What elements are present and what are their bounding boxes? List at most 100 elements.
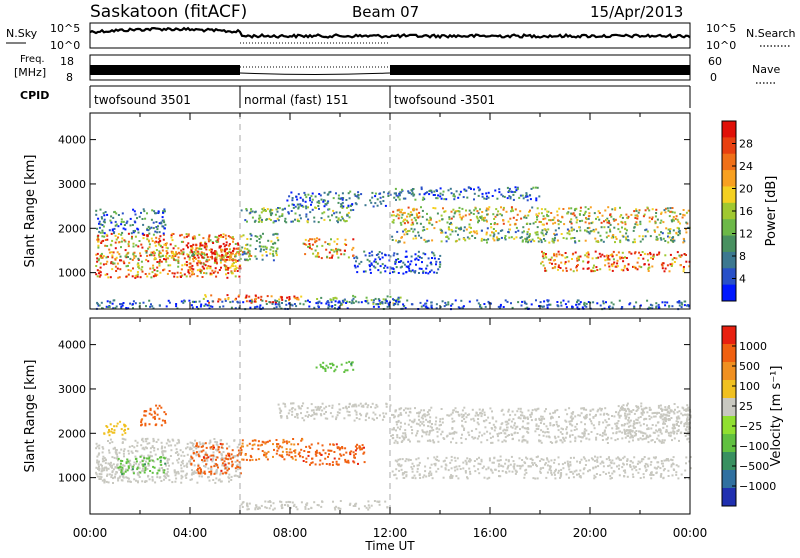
colorbar-swatch [722, 380, 736, 399]
scatter-region [615, 403, 692, 435]
freq-right-tick-bottom: 0 [710, 71, 717, 84]
scatter-region [241, 206, 355, 223]
scatter-region [391, 206, 690, 226]
freq-left-unit: [MHz] [14, 66, 46, 79]
scatter-region [303, 237, 355, 259]
x-tick-label: 04:00 [173, 526, 208, 540]
colorbar-swatch [722, 452, 736, 471]
scatter-region [286, 191, 391, 208]
noise-right-tick-bottom: 10^0 [706, 39, 736, 52]
freq-band-1 [90, 65, 240, 75]
noise-left-label: N.Sky [6, 27, 38, 40]
noise-sky-trace [90, 28, 690, 43]
freq-right-tick-top: 60 [708, 55, 722, 68]
scatter-region [103, 421, 129, 436]
colorbar-tick-label: −500 [739, 460, 769, 473]
x-tick-label: 00:00 [673, 526, 708, 540]
y-tick-label: 1000 [58, 267, 86, 280]
x-tick-label: 00:00 [73, 526, 108, 540]
y-tick-label: 4000 [58, 339, 86, 352]
colorbar-swatch [722, 268, 736, 285]
scatter-region [95, 208, 166, 234]
x-tick-label: 16:00 [473, 526, 508, 540]
noise-line [90, 28, 690, 37]
colorbar-swatch [722, 137, 736, 154]
cpid-segment: twofsound -3501 [390, 86, 495, 108]
colorbar-swatch [722, 488, 736, 507]
x-tick-label: 20:00 [573, 526, 608, 540]
cpid-segment: normal (fast) 151 [240, 86, 348, 108]
scatter-region [240, 233, 279, 261]
freq-left-tick-top: 18 [60, 55, 74, 68]
cpid-segment: twofsound 3501 [90, 86, 191, 108]
x-tick-label: 12:00 [373, 526, 408, 540]
scatter-region [393, 186, 540, 201]
x-tick-label: 08:00 [273, 526, 308, 540]
scatter-region [391, 226, 691, 244]
colorbar-swatch [722, 416, 736, 435]
colorbar-tick-label: 8 [739, 250, 746, 263]
y-tick-label: 3000 [58, 383, 86, 396]
colorbar-swatch [722, 285, 736, 302]
cpid-segment-label: twofsound -3501 [394, 93, 495, 107]
velocity-ylabel: Slant Range [km] [23, 360, 38, 473]
scatter-region [316, 361, 355, 373]
y-tick-label: 3000 [58, 178, 86, 191]
y-tick-label: 4000 [58, 134, 86, 147]
scatter-region [540, 251, 691, 273]
date-title: 15/Apr/2013 [590, 3, 683, 21]
power-cells [95, 113, 691, 310]
colorbar-tick-label: −1000 [739, 480, 776, 493]
colorbar-swatch [722, 434, 736, 453]
scatter-region [96, 299, 690, 310]
freq-trace [90, 65, 690, 75]
scatter-region [278, 402, 392, 421]
colorbar-swatch [722, 170, 736, 187]
beam-title: Beam 07 [352, 3, 419, 21]
noise-left-tick-bottom: 10^0 [50, 39, 80, 52]
velocity-cells [95, 318, 692, 514]
scatter-region [392, 456, 692, 480]
noise-right-label: N.Search [746, 27, 796, 40]
colorbar-tick-label: 12 [739, 228, 753, 241]
scatter-region [140, 405, 167, 427]
x-axis-label: Time UT [364, 539, 415, 553]
colorbar-tick-label: 16 [739, 205, 753, 218]
freq-left-label: Freq. [20, 54, 45, 65]
noise-right-tick-top: 10^5 [706, 22, 736, 35]
colorbar-swatch [722, 236, 736, 253]
colorbar-tick-label: −25 [739, 420, 762, 433]
colorbar-swatch [722, 252, 736, 269]
freq-fast-line [240, 73, 390, 75]
scatter-region [241, 500, 389, 511]
colorbar-tick-label: 20 [739, 183, 753, 196]
cpid-segment-label: twofsound 3501 [94, 93, 191, 107]
freq-left-tick-bottom: 8 [66, 71, 73, 84]
colorbar-swatch [722, 362, 736, 381]
noise-left-tick-top: 10^5 [50, 22, 80, 35]
colorbar-tick-label: 100 [739, 380, 760, 393]
noise-panel: N.Sky 10^5 10^0 10^5 10^0 N.Search [6, 22, 796, 52]
colorbar-swatch [722, 344, 736, 363]
colorbar-swatch [722, 398, 736, 417]
scatter-region [353, 251, 441, 275]
scatter-region [241, 438, 304, 461]
cpid-segment-label: normal (fast) 151 [244, 93, 348, 107]
colorbar-tick-label: 28 [739, 138, 753, 151]
station-title: Saskatoon (fitACF) [90, 2, 247, 22]
colorbar-tick-label: 500 [739, 360, 760, 373]
y-tick-label: 1000 [58, 472, 86, 485]
colorbar-swatch [722, 121, 736, 138]
scatter-region [303, 442, 366, 466]
colorbar-tick-label: 4 [739, 273, 746, 286]
power-ylabel: Slant Range [km] [23, 155, 38, 268]
freq-panel: Freq. [MHz] 18 8 60 0 Nave [14, 54, 780, 84]
colorbar-swatch [722, 154, 736, 171]
y-tick-label: 2000 [58, 427, 86, 440]
y-tick-label: 2000 [58, 222, 86, 235]
colorbar-tick-label: 25 [739, 400, 753, 413]
